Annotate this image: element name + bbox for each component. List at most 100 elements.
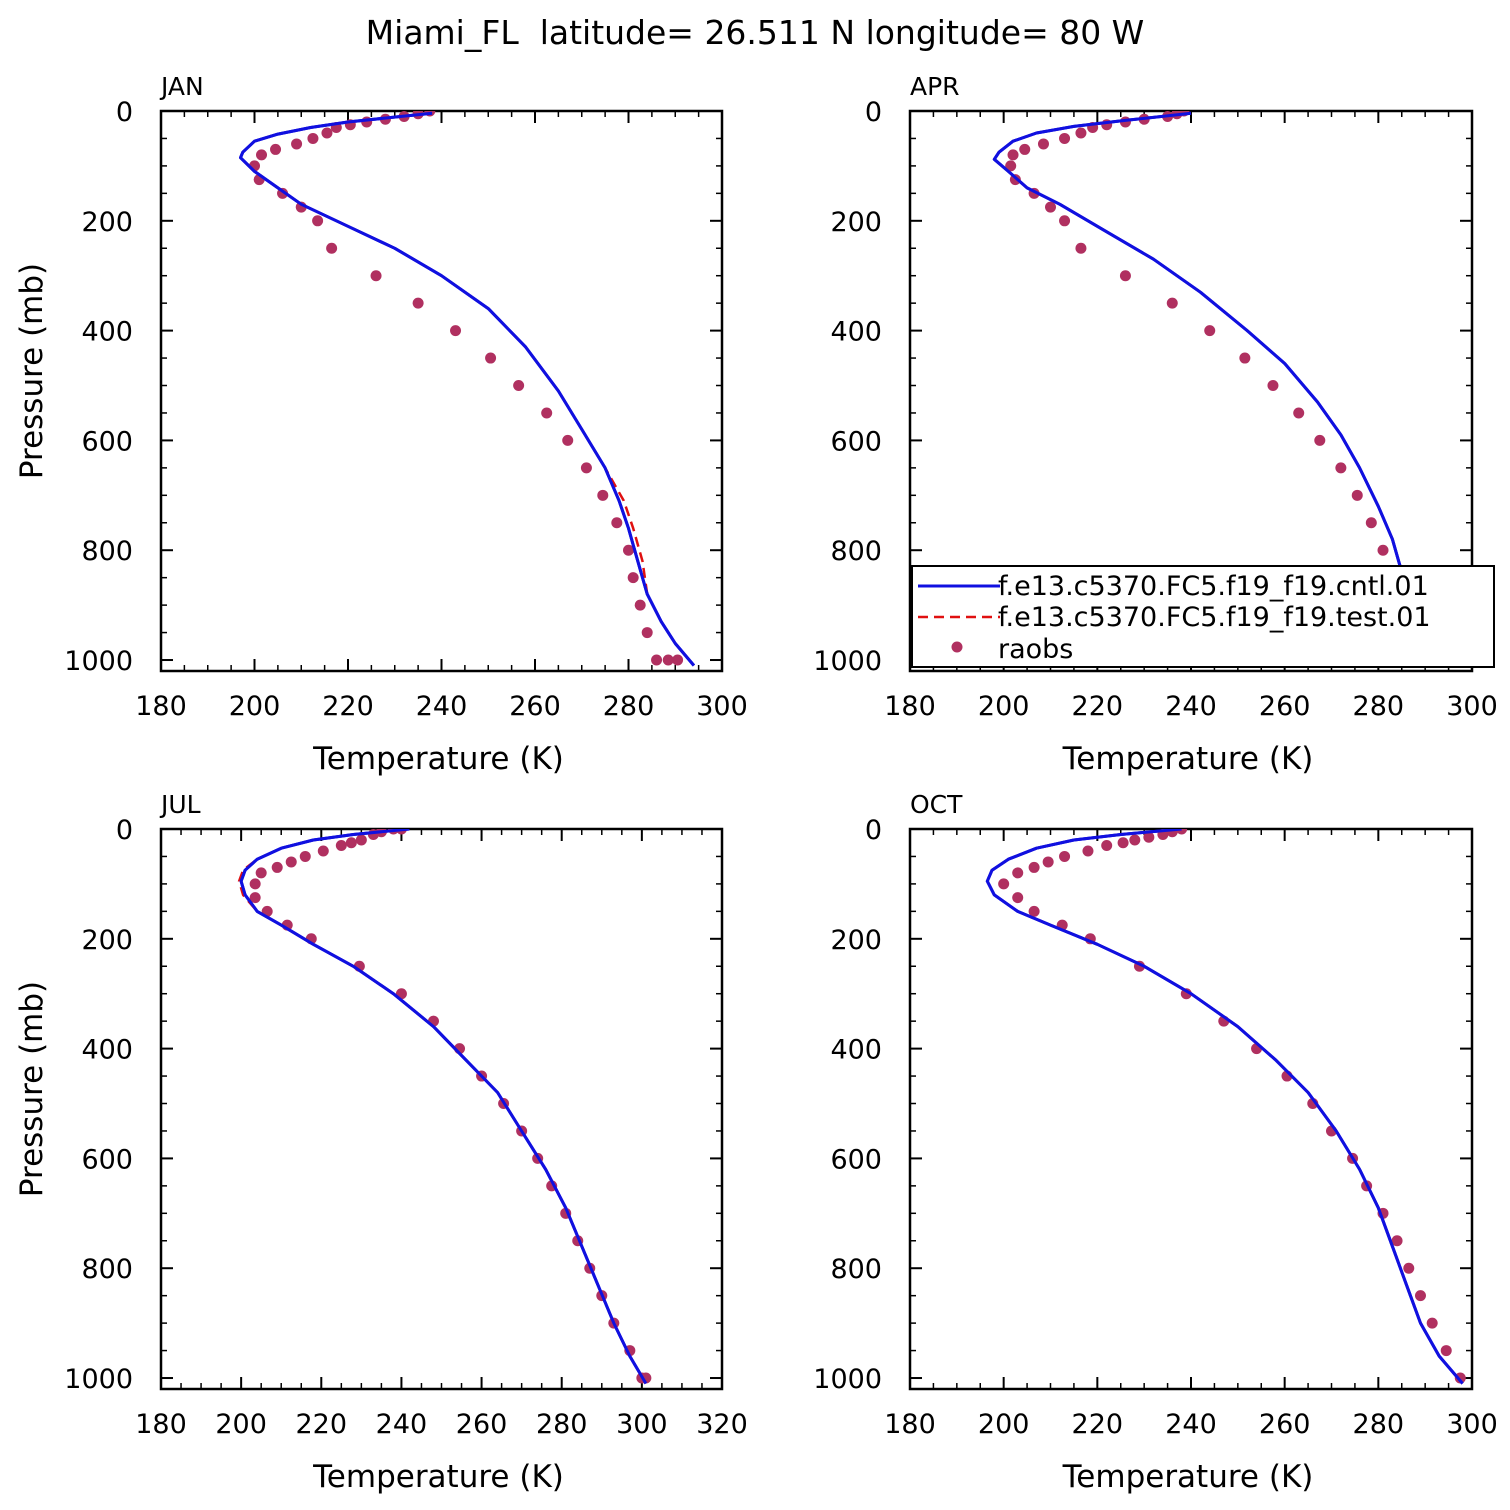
legend: f.e13.c5370.FC5.f19_f19.cntl.01f.e13.c53… [911, 565, 1495, 668]
raobs-point [1012, 892, 1024, 904]
raobs-point [1101, 839, 1113, 851]
series-line-cntl [239, 111, 696, 667]
raobs-point [1293, 407, 1305, 419]
y-tick-label: 0 [865, 97, 882, 128]
x-axis-title: Temperature (K) [312, 741, 564, 777]
x-tick-label: 220 [1072, 691, 1124, 722]
y-tick-label: 0 [865, 815, 882, 846]
raobs-point [271, 861, 283, 873]
series-line-cntl-overlay [239, 829, 648, 1385]
y-tick-label: 600 [81, 1144, 133, 1175]
raobs-point [1012, 867, 1024, 879]
x-tick-label: 300 [696, 691, 748, 722]
y-tick-label: 200 [81, 925, 133, 956]
raobs-point [307, 132, 319, 144]
x-tick-label: 320 [696, 1409, 748, 1440]
x-tick-label: 240 [376, 1409, 428, 1440]
raobs-point [270, 143, 282, 155]
raobs-point [1045, 201, 1056, 213]
y-tick-label: 200 [81, 207, 133, 238]
series-line-test [986, 829, 1464, 1385]
y-tick-label: 600 [81, 426, 133, 457]
raobs-point [1075, 242, 1087, 254]
panel-oct: OCT 180 200 220 240 260 280 300 0 200 400 600 800 100… [813, 790, 1497, 1495]
x-tick-label: 300 [1446, 691, 1498, 722]
raobs-point [249, 878, 261, 890]
plot-frame [159, 827, 724, 1391]
panel-apr: APR 180 200 220 240 260 280 300 0 200 400 600 800 100… [813, 72, 1497, 777]
y-tick-label: 800 [81, 1254, 133, 1285]
raobs-point [1059, 850, 1071, 862]
raobs-point [1005, 160, 1017, 172]
raobs-point [1239, 352, 1251, 364]
raobs-point [355, 834, 367, 846]
raobs-point [321, 127, 333, 139]
y-tick-label: 400 [81, 317, 133, 348]
legend-box [911, 565, 1495, 668]
raobs-point [291, 138, 303, 150]
raobs-point [345, 837, 357, 849]
series-line-cntl-overlay [239, 111, 696, 667]
x-tick-label: 200 [215, 1409, 267, 1440]
raobs-point [1143, 831, 1155, 843]
raobs-point [1028, 905, 1040, 917]
raobs-point [1129, 834, 1141, 846]
raobs-point [1059, 215, 1071, 227]
panel-label: OCT [910, 790, 963, 819]
raobs-point [1007, 149, 1019, 161]
x-tick-label: 300 [1446, 1409, 1498, 1440]
panels: JAN 180 200 220 240 260 280 300 0 200 400 600 800 100… [14, 72, 1498, 1495]
x-tick-label: 280 [1353, 1409, 1405, 1440]
raobs-point [611, 517, 623, 529]
y-tick-label: 0 [116, 815, 133, 846]
x-tick-label: 240 [1165, 691, 1217, 722]
x-tick-label: 240 [416, 691, 468, 722]
x-tick-label: 260 [1259, 1409, 1311, 1440]
raobs-point [1019, 143, 1031, 155]
raobs-point [1391, 1235, 1403, 1247]
raobs-point [634, 599, 646, 611]
x-tick-label: 260 [456, 1409, 508, 1440]
raobs-point [597, 489, 609, 501]
raobs-point [1082, 845, 1094, 857]
y-tick-label: 800 [830, 1254, 882, 1285]
raobs-point [285, 856, 297, 868]
x-tick-label: 280 [536, 1409, 588, 1440]
y-tick-label: 1000 [813, 1364, 882, 1395]
x-axis-title: Temperature (K) [312, 1459, 564, 1495]
raobs-point [1351, 489, 1363, 501]
x-tick-label: 300 [616, 1409, 668, 1440]
x-tick-label: 180 [135, 691, 187, 722]
x-tick-label: 200 [978, 691, 1030, 722]
plot-frame [159, 109, 724, 673]
raobs-point [998, 878, 1010, 890]
x-tick-label: 260 [509, 691, 561, 722]
raobs-point [317, 845, 329, 857]
y-axis-title: Pressure (mb) [14, 263, 50, 479]
x-tick-label: 220 [296, 1409, 348, 1440]
series-line-test [237, 829, 647, 1385]
y-tick-label: 400 [830, 1035, 882, 1066]
series-line-cntl-overlay [985, 829, 1464, 1385]
y-tick-label: 800 [830, 536, 882, 567]
panel-jan: JAN 180 200 220 240 260 280 300 0 200 400 600 800 100… [14, 72, 748, 777]
raobs-point [367, 829, 379, 840]
raobs-point [361, 116, 373, 128]
raobs-point [256, 149, 268, 161]
series-line-test [239, 111, 695, 667]
raobs-point [1267, 380, 1279, 392]
series-line-cntl [985, 829, 1464, 1385]
raobs-point [412, 297, 424, 309]
raobs-point [513, 380, 525, 392]
panel-jul: JUL 180 200 220 240 260 280 300 320 0 200 400 600 800… [14, 790, 748, 1495]
x-tick-label: 220 [1072, 1409, 1124, 1440]
raobs-point [1166, 297, 1178, 309]
raobs-point [485, 352, 497, 364]
raobs-point [326, 242, 338, 254]
raobs-point [1042, 856, 1054, 868]
x-axis-title: Temperature (K) [1062, 741, 1314, 777]
y-tick-label: 600 [830, 426, 882, 457]
series-line-cntl [239, 829, 648, 1385]
raobs-point [1414, 1290, 1426, 1302]
